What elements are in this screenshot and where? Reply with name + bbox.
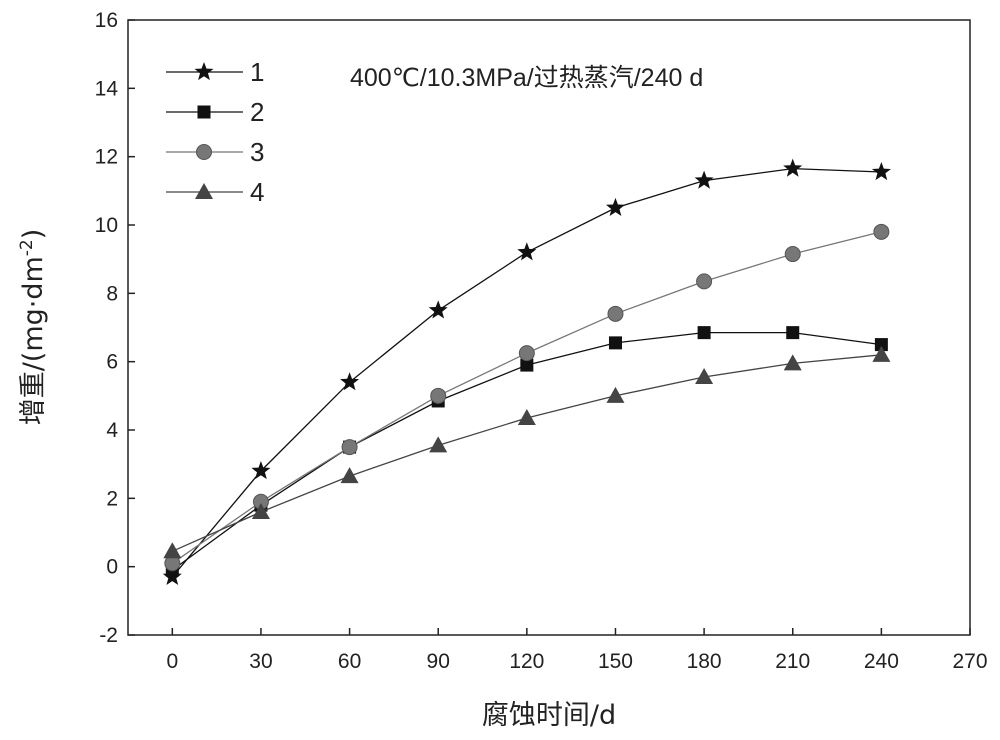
triangle-marker — [872, 345, 891, 362]
square-marker — [608, 336, 622, 350]
series-3 — [164, 223, 890, 572]
star-marker — [783, 158, 803, 177]
circle-marker — [873, 223, 890, 240]
y-tick-label: 10 — [95, 214, 118, 237]
triangle-marker — [783, 354, 802, 371]
x-tick-label: 90 — [427, 650, 450, 673]
star-marker — [871, 162, 891, 181]
x-tick-label: 150 — [598, 650, 633, 673]
legend-label: 3 — [250, 137, 264, 167]
circle-marker — [784, 246, 801, 263]
y-axis-title-main: 增重/(mg·dm — [18, 256, 49, 425]
y-tick-label: 2 — [106, 487, 118, 510]
condition-annotation: 400℃/10.3MPa/过热蒸汽/240 d — [350, 64, 703, 92]
legend-item: 3 — [166, 137, 264, 167]
triangle-marker — [340, 467, 359, 484]
legend-label: 2 — [250, 97, 264, 127]
triangle-marker — [429, 436, 448, 453]
square-marker — [520, 358, 534, 372]
x-tick-label: 120 — [509, 650, 544, 673]
legend-label: 1 — [250, 57, 264, 87]
x-tick-label: 30 — [249, 650, 272, 673]
circle-marker — [518, 345, 535, 362]
x-tick-label: 180 — [687, 650, 722, 673]
triangle-marker — [163, 542, 182, 559]
y-tick-label: 0 — [106, 556, 118, 579]
y-tick-label: 12 — [95, 146, 118, 169]
legend-item: 2 — [166, 97, 264, 127]
triangle-marker — [517, 409, 536, 426]
series-1 — [162, 158, 891, 585]
x-tick-label: 0 — [166, 650, 178, 673]
series-2 — [165, 326, 888, 577]
x-axis-title: 腐蚀时间/d — [482, 700, 616, 731]
triangle-marker — [606, 386, 625, 403]
square-marker — [786, 326, 800, 340]
series-line-1 — [171, 167, 882, 578]
star-marker — [694, 170, 714, 189]
circle-marker — [196, 144, 212, 160]
star-marker — [251, 461, 271, 480]
y-tick-label: 8 — [106, 282, 118, 305]
legend-label: 4 — [250, 177, 264, 207]
triangle-marker — [195, 183, 213, 199]
series-line-3 — [171, 231, 882, 564]
y-axis-title: 增重/(mg·dm-2) — [17, 229, 49, 426]
y-tick-label: 4 — [106, 419, 118, 442]
y-tick-label: 6 — [106, 351, 118, 374]
circle-marker — [607, 305, 624, 322]
triangle-marker — [695, 368, 714, 385]
circle-marker — [430, 387, 447, 404]
square-marker — [697, 326, 711, 340]
x-tick-label: 60 — [338, 650, 361, 673]
plot-frame — [127, 19, 971, 636]
circle-marker — [341, 439, 358, 456]
star-marker — [194, 62, 214, 81]
legend-item: 4 — [166, 177, 264, 207]
triangle-marker — [251, 503, 270, 519]
y-tick-label: 16 — [95, 9, 118, 32]
y-tick-label: 14 — [95, 77, 119, 100]
star-marker — [428, 300, 448, 319]
square-marker — [874, 338, 888, 352]
square-marker — [197, 105, 211, 119]
legend-item: 1 — [166, 57, 264, 87]
legend: 1 2 3 4 — [166, 57, 264, 207]
x-tick-label: 210 — [775, 650, 810, 673]
y-axis-title-close: ) — [18, 229, 49, 240]
y-tick-label: -2 — [99, 624, 118, 647]
series-group — [162, 158, 891, 585]
y-axis-title-sup: -2 — [17, 239, 37, 256]
circle-marker — [696, 273, 713, 290]
x-tick-label: 240 — [864, 650, 899, 673]
star-marker — [606, 197, 625, 216]
x-tick-label: 270 — [952, 650, 987, 673]
star-marker — [517, 242, 537, 261]
star-marker — [340, 372, 360, 391]
series-4 — [163, 345, 891, 559]
